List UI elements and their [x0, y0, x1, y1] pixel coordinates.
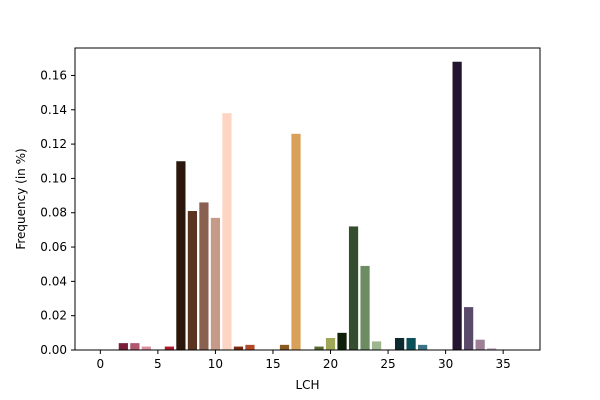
- ticks-layer: 0 5 10 15 20 25 30 35 0.00 0.02 0.04 0.06 0.08 0.10 0.…: [40, 68, 511, 371]
- bar-lch-26: [394, 337, 405, 350]
- bar-lch-8: [187, 211, 198, 350]
- x-tick-label: 35: [496, 357, 511, 371]
- x-axis-label: LCH: [295, 378, 319, 392]
- y-tick-label: 0.00: [40, 343, 67, 357]
- bar-lch-19: [314, 346, 324, 350]
- x-tick-label: 5: [154, 357, 162, 371]
- bar-lch-21: [337, 332, 347, 350]
- bar-lch-24: [371, 341, 382, 350]
- bar-lch-7: [176, 161, 186, 350]
- bar-lch-31: [452, 61, 462, 350]
- bar-lch-28: [418, 344, 428, 350]
- bar-lch-22: [348, 226, 359, 350]
- y-tick-label: 0.12: [40, 137, 67, 151]
- bar-lch-12: [233, 346, 244, 350]
- bar-lch-2: [118, 343, 128, 350]
- x-tick-label: 15: [265, 357, 280, 371]
- bars-layer: [118, 61, 497, 351]
- x-tick-label: 0: [97, 357, 105, 371]
- bar-lch-13: [245, 344, 255, 350]
- y-tick-label: 0.02: [40, 309, 67, 323]
- bar-lch-6: [164, 346, 174, 350]
- bar-lch-34: [487, 348, 497, 350]
- bar-lch-32: [464, 307, 474, 350]
- y-tick-label: 0.04: [40, 274, 67, 288]
- x-tick-label: 30: [438, 357, 453, 371]
- bar-lch-3: [130, 343, 140, 350]
- y-tick-label: 0.06: [40, 240, 67, 254]
- bar-lch-20: [325, 337, 336, 350]
- y-tick-label: 0.16: [40, 68, 67, 82]
- bar-lch-17: [291, 133, 301, 350]
- x-tick-label: 10: [208, 357, 223, 371]
- bar-lch-4: [141, 346, 151, 350]
- bar-lch-27: [406, 337, 416, 350]
- bar-lch-11: [222, 113, 232, 350]
- bar-lch-9: [199, 202, 209, 350]
- y-axis-label: Frequency (in %): [14, 148, 28, 249]
- y-tick-label: 0.08: [40, 206, 67, 220]
- y-tick-label: 0.14: [40, 103, 67, 117]
- bar-lch-16: [279, 344, 290, 350]
- plot-frame: [74, 47, 541, 351]
- y-tick-label: 0.10: [40, 171, 67, 185]
- bar-lch-23: [360, 265, 370, 350]
- bar-lch-10: [210, 217, 221, 351]
- bar-lch-33: [475, 339, 485, 350]
- x-tick-label: 25: [380, 357, 395, 371]
- x-tick-label: 20: [323, 357, 338, 371]
